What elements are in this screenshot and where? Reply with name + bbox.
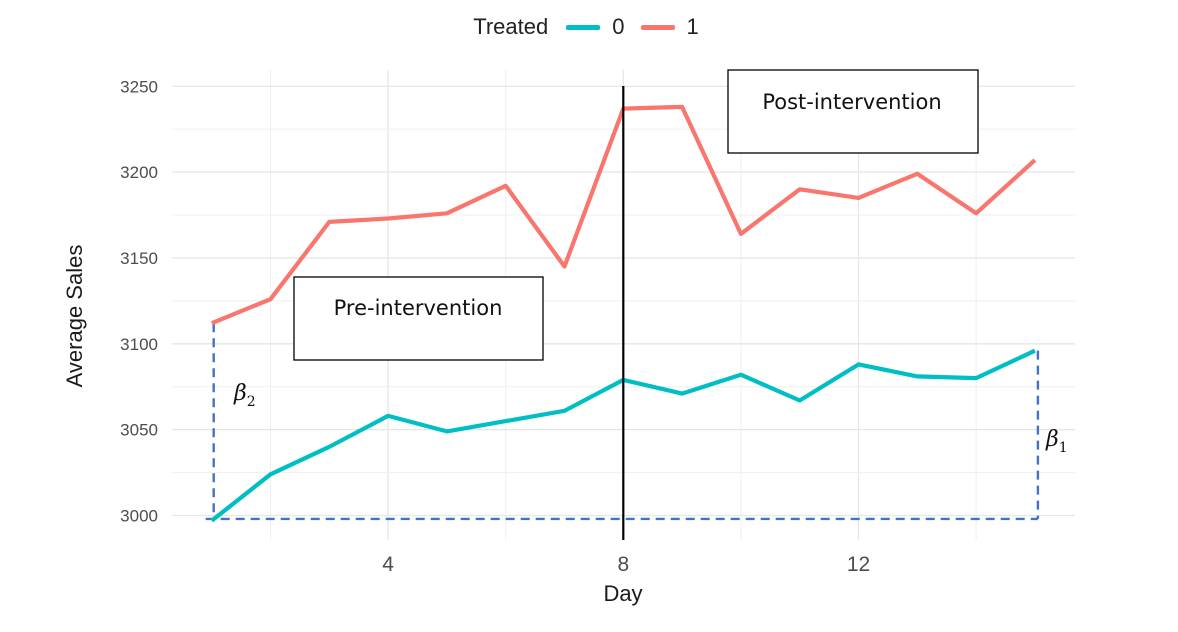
legend: Treated 0 1 [0,10,1178,44]
beta1-symbol: β [1045,427,1059,452]
y-tick-label: 3200 [120,163,158,182]
legend-label-1: 1 [686,14,699,39]
beta1-subscript: 1 [1059,440,1068,456]
x-tick-label: 4 [382,553,394,576]
legend-entry-0: 0 [566,14,625,40]
post-intervention-box [727,69,979,154]
post-intervention-label: Post-intervention [762,90,941,114]
dashed-baseline-lines [205,323,1040,521]
legend-entry-1: 1 [640,14,699,40]
legend-label-0: 0 [612,14,625,39]
pre-intervention-label: Pre-intervention [334,296,503,320]
y-tick-label: 3100 [120,335,158,354]
y-tick-label: 3150 [120,249,158,268]
y-tick-label: 3250 [120,77,158,96]
x-axis-ticks: 4 8 12 [382,553,870,576]
y-axis-ticks: 3000 3050 3100 3150 3200 3250 [120,77,158,525]
y-tick-label: 3050 [120,421,158,440]
legend-swatch-1 [640,24,675,30]
legend-title: Treated [473,14,549,39]
x-tick-label: 12 [847,553,870,576]
beta2-symbol: β [233,381,247,406]
beta2-subscript: 2 [247,394,256,410]
x-axis-title: Day [603,581,642,606]
y-axis-title: Average Sales [62,245,87,388]
y-tick-label: 3000 [120,507,158,526]
legend-swatch-0 [566,24,601,30]
beta2-label: β2 [233,381,256,410]
beta1-label: β1 [1045,427,1068,456]
x-tick-label: 8 [617,553,629,576]
pre-intervention-box [293,276,544,361]
